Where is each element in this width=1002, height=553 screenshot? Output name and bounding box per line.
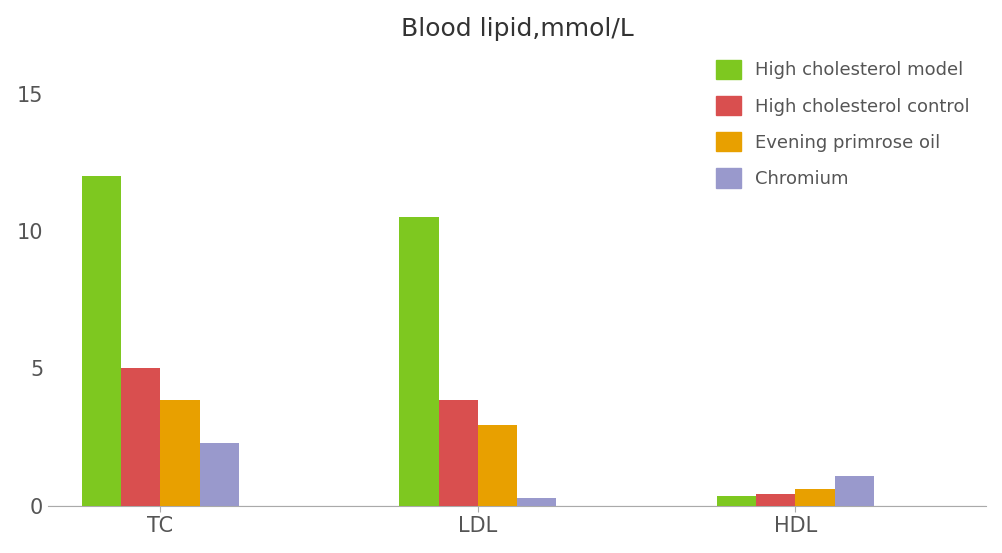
Bar [716,496,756,506]
Legend: High cholesterol model, High cholesterol control, Evening primrose oil, Chromium: High cholesterol model, High cholesterol… [707,53,976,195]
Title: Blood lipid,mmol/L: Blood lipid,mmol/L [401,17,633,41]
Bar [438,400,478,506]
Bar [199,443,238,506]
Bar [160,400,199,506]
Bar [834,476,873,506]
Bar [756,493,795,506]
Bar [795,489,834,506]
Bar [121,368,160,506]
Bar [399,217,438,506]
Bar [517,498,556,506]
Bar [478,425,517,506]
Bar [82,176,121,506]
